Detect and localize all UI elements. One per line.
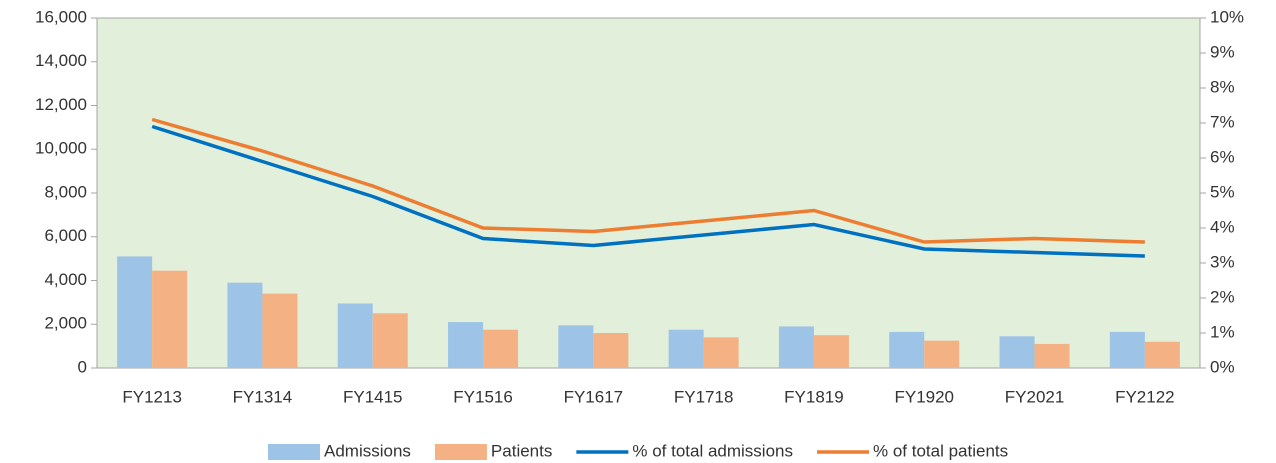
legend-label: Patients	[491, 441, 552, 460]
x-tick-label: FY1819	[784, 387, 844, 406]
y2-tick-label: 0%	[1210, 357, 1235, 376]
legend-label: Admissions	[324, 441, 411, 460]
line	[151, 124, 1145, 258]
y2-tick-label: 2%	[1210, 287, 1235, 306]
x-tick-label: FY1314	[233, 387, 293, 406]
y2-tick-label: 10%	[1210, 7, 1244, 26]
legend-label: % of total admissions	[632, 441, 793, 460]
bar	[703, 337, 739, 368]
y2-tick-label: 5%	[1210, 182, 1235, 201]
y2-tick-label: 8%	[1210, 77, 1235, 96]
y-tick-label: 2,000	[44, 314, 87, 333]
x-tick-label: FY2122	[1115, 387, 1175, 406]
bar	[448, 322, 484, 368]
x-tick-label: FY1920	[894, 387, 954, 406]
y-tick-label: 16,000	[35, 7, 87, 26]
y2-tick-label: 6%	[1210, 147, 1235, 166]
bar	[924, 340, 960, 368]
bar	[1109, 331, 1145, 368]
y-tick-label: 4,000	[44, 270, 87, 289]
bar	[337, 303, 373, 368]
y-tick-label: 8,000	[44, 182, 87, 201]
bar	[152, 270, 188, 368]
x-tick-label: FY1213	[122, 387, 182, 406]
y2-tick-label: 1%	[1210, 322, 1235, 341]
y-tick-label: 14,000	[35, 51, 87, 70]
x-tick-label: FY2021	[1005, 387, 1065, 406]
line	[151, 117, 1145, 244]
bar	[117, 256, 153, 368]
bar	[372, 313, 408, 368]
x-tick-label: FY1718	[674, 387, 734, 406]
bar	[778, 326, 814, 368]
bar	[1144, 341, 1180, 368]
bar	[668, 329, 704, 368]
legend-swatch	[434, 444, 487, 460]
bar	[262, 293, 298, 368]
y-tick-label: 10,000	[35, 139, 87, 158]
y2-tick-label: 3%	[1210, 252, 1235, 271]
legend-label: % of total patients	[873, 441, 1008, 460]
y2-tick-label: 4%	[1210, 217, 1235, 236]
bar	[813, 335, 849, 368]
bar	[999, 336, 1035, 368]
bar	[593, 333, 629, 368]
bar	[889, 331, 925, 368]
y2-tick-label: 7%	[1210, 112, 1235, 131]
bar	[1034, 343, 1070, 368]
y2-tick-label: 9%	[1210, 42, 1235, 61]
bar	[227, 282, 263, 368]
y-tick-label: 0	[78, 357, 87, 376]
y-tick-label: 12,000	[35, 95, 87, 114]
bar	[483, 329, 519, 368]
x-tick-label: FY1617	[564, 387, 624, 406]
legend-swatch	[268, 444, 320, 460]
bar	[558, 325, 594, 368]
y-tick-label: 6,000	[44, 226, 87, 245]
x-tick-label: FY1516	[453, 387, 513, 406]
x-tick-label: FY1415	[343, 387, 403, 406]
